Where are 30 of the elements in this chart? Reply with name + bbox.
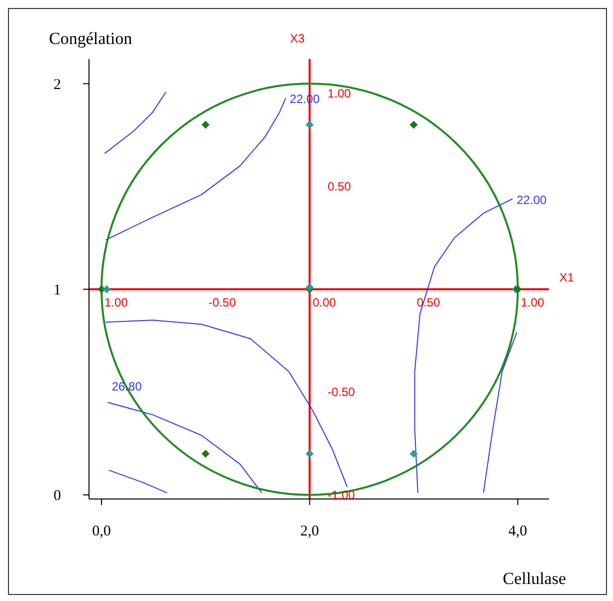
annotation: -0.50	[328, 385, 356, 400]
x-tick-label: 2,0	[300, 524, 320, 540]
line-series	[104, 91, 167, 154]
point	[306, 120, 314, 129]
y-tick-label: 1	[54, 282, 61, 299]
annotation: -0.50	[208, 295, 236, 310]
line-series	[414, 198, 514, 494]
annotation: 1.00	[104, 295, 128, 310]
point	[410, 450, 418, 458]
point	[202, 450, 210, 458]
y-axis-title: Congélation	[49, 29, 132, 49]
x-tick-label: 0,0	[92, 524, 111, 540]
point	[202, 120, 210, 129]
line-series	[105, 98, 286, 240]
point	[102, 285, 111, 294]
ref-line-label: X1	[559, 270, 574, 285]
y-tick-label: 2	[54, 77, 61, 93]
point	[306, 450, 314, 458]
x-axis-title: Cellulase	[502, 569, 566, 589]
line-series	[482, 332, 518, 494]
annotation: 0.00	[312, 295, 336, 310]
ref-line-label: X3	[290, 32, 305, 46]
series-label: 22.00	[516, 192, 547, 207]
annotation: 0.50	[328, 179, 352, 194]
point	[410, 120, 418, 129]
annotation: 1.00	[520, 295, 544, 310]
annotation: 1.00	[328, 86, 352, 101]
y-tick-label: 0	[54, 488, 61, 504]
line-series	[107, 402, 262, 494]
x-tick-label: 4,0	[508, 524, 528, 540]
